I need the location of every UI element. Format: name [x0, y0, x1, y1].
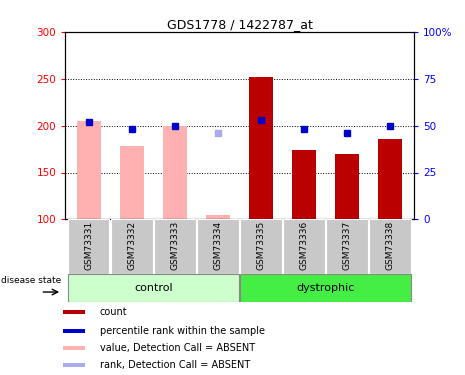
Bar — [120, 146, 144, 219]
Bar — [111, 219, 153, 274]
Bar — [197, 219, 239, 274]
Title: GDS1778 / 1422787_at: GDS1778 / 1422787_at — [166, 18, 312, 31]
Text: control: control — [134, 283, 173, 293]
Bar — [379, 139, 402, 219]
Text: disease state: disease state — [1, 276, 61, 285]
Text: rank, Detection Call = ABSENT: rank, Detection Call = ABSENT — [100, 360, 250, 370]
Bar — [326, 219, 368, 274]
Bar — [68, 219, 109, 274]
Text: GSM73332: GSM73332 — [127, 220, 136, 270]
Text: count: count — [100, 307, 127, 317]
Bar — [240, 219, 282, 274]
Text: GSM73333: GSM73333 — [170, 220, 179, 270]
Text: GSM73334: GSM73334 — [213, 220, 222, 270]
Bar — [63, 329, 86, 333]
Bar — [63, 310, 86, 314]
Bar — [63, 363, 86, 367]
Bar — [154, 219, 196, 274]
Bar — [283, 219, 325, 274]
Text: GSM73336: GSM73336 — [299, 220, 309, 270]
Text: percentile rank within the sample: percentile rank within the sample — [100, 326, 265, 336]
Text: GSM73337: GSM73337 — [343, 220, 352, 270]
Bar — [206, 214, 230, 219]
Bar — [163, 126, 187, 219]
Bar — [63, 346, 86, 350]
Text: dystrophic: dystrophic — [296, 283, 355, 293]
Bar — [68, 274, 239, 302]
Bar — [369, 219, 411, 274]
Bar — [249, 77, 273, 219]
Text: GSM73338: GSM73338 — [385, 220, 395, 270]
Bar — [77, 121, 100, 219]
Bar — [335, 154, 359, 219]
Text: GSM73331: GSM73331 — [84, 220, 93, 270]
Text: GSM73335: GSM73335 — [257, 220, 266, 270]
Bar — [240, 274, 411, 302]
Bar — [292, 150, 316, 219]
Text: value, Detection Call = ABSENT: value, Detection Call = ABSENT — [100, 343, 255, 353]
